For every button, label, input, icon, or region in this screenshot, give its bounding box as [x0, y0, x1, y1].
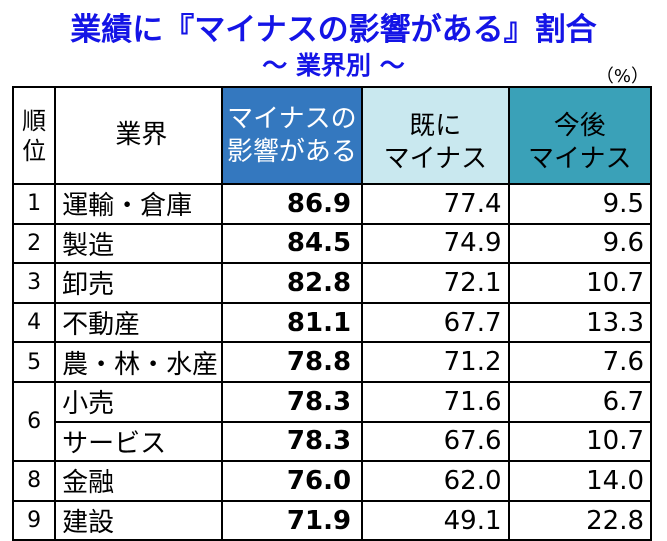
table-row: 2 製造 84.5 74.9 9.6 [11, 222, 653, 265]
already-cell: 67.6 [361, 420, 510, 463]
unit-label: （%） [595, 66, 649, 87]
industry-cell: 金融 [54, 460, 223, 502]
minus-cell: 84.5 [220, 222, 364, 265]
industry-cell: 運輸・倉庫 [54, 183, 223, 225]
industry-table: 順 位 業界 マイナスの 影響がある 既に マイナス 今後 マイナス 1 運輸・… [11, 86, 653, 541]
table-row: 6 小売 78.3 71.6 6.7 [11, 380, 653, 463]
page-title: 業績に『マイナスの影響がある』割合 [70, 12, 597, 48]
minus-cell: 82.8 [220, 262, 364, 304]
future-cell: 14.0 [507, 460, 653, 502]
header-future-line1: 今後 [553, 111, 606, 141]
already-cell: 77.4 [361, 183, 510, 225]
already-cell: 74.9 [361, 222, 510, 265]
already-cell: 72.1 [361, 262, 510, 304]
page-subtitle: ～ 業界別 ～ [262, 51, 405, 80]
future-cell: 6.7 [507, 380, 653, 423]
minus-cell: 78.8 [220, 341, 364, 383]
minus-cell: 71.9 [220, 499, 364, 541]
table-row: 5 農・林・水産 78.8 71.2 7.6 [11, 341, 653, 383]
already-cell: 71.6 [361, 380, 510, 423]
already-cell: 67.7 [361, 301, 510, 344]
header-minus-line2: 影響がある [226, 136, 357, 167]
minus-cell: 78.3 [220, 380, 364, 423]
rank-cell: 1 [11, 183, 57, 225]
header-future: 今後 マイナス [507, 86, 653, 185]
table-row: 8 金融 76.0 62.0 14.0 [11, 460, 653, 502]
rank-cell: 2 [11, 222, 57, 265]
table-row: 1 運輸・倉庫 86.9 77.4 9.5 [11, 183, 653, 225]
already-cell: 62.0 [361, 460, 510, 502]
header-already-line1: 既に [409, 111, 462, 141]
header-row: 順 位 業界 マイナスの 影響がある 既に マイナス 今後 マイナス [11, 86, 653, 185]
header-rank: 順 位 [11, 86, 57, 185]
future-cell: 9.6 [507, 222, 653, 265]
industry-cell: 建設 [54, 499, 223, 541]
already-cell: 71.2 [361, 341, 510, 383]
header-rank-line1: 順 [22, 106, 47, 135]
already-cell: 49.1 [361, 499, 510, 541]
rank-cell: 5 [11, 341, 57, 383]
industry-cell: 小売 [54, 380, 223, 423]
minus-cell: 86.9 [220, 183, 364, 225]
rank-cell: 8 [11, 460, 57, 502]
industry-cell: サービス [54, 420, 223, 463]
rank-cell: 4 [11, 301, 57, 344]
header-industry: 業界 [54, 86, 223, 185]
future-cell: 10.7 [507, 420, 653, 463]
minus-cell: 78.3 [220, 420, 364, 463]
minus-cell: 76.0 [220, 460, 364, 502]
table-row: サービス 78.3 67.6 10.7 [13, 420, 653, 463]
header-already-line2: マイナス [383, 143, 488, 174]
rank-cell: 6 [11, 380, 57, 463]
industry-cell: 農・林・水産 [54, 341, 223, 383]
rank-cell: 9 [11, 499, 57, 541]
minus-cell: 81.1 [220, 301, 364, 344]
future-cell: 22.8 [507, 499, 653, 541]
industry-cell: 不動産 [54, 301, 223, 344]
industry-cell: 製造 [54, 222, 223, 265]
header-minus-line1: マイナスの [227, 104, 357, 134]
header-minus: マイナスの 影響がある [220, 86, 364, 185]
future-cell: 7.6 [507, 341, 653, 383]
table-row: 4 不動産 81.1 67.7 13.3 [11, 301, 653, 344]
header-already: 既に マイナス [361, 86, 510, 185]
industry-cell: 卸売 [54, 262, 223, 304]
future-cell: 10.7 [507, 262, 653, 304]
table-row: 9 建設 71.9 49.1 22.8 [11, 499, 653, 541]
header-future-line2: マイナス [528, 143, 632, 174]
table-row: 3 卸売 82.8 72.1 10.7 [11, 262, 653, 304]
future-cell: 9.5 [507, 183, 653, 225]
future-cell: 13.3 [507, 301, 653, 344]
rank-cell: 3 [11, 262, 57, 304]
header-rank-line2: 位 [22, 136, 47, 165]
